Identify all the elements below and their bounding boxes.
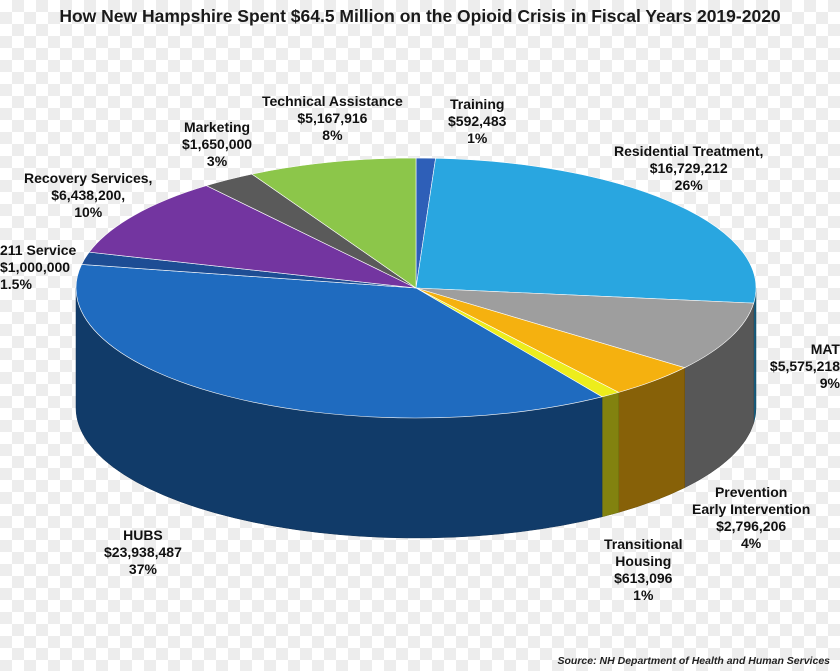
slice-label-amount: $1,650,000 [182, 136, 253, 152]
slice-label-percent: 8% [322, 127, 343, 143]
slice-label-name: Recovery Services, [24, 170, 153, 186]
slice-label-3: Prevention Early Intervention $2,796,206 4% [692, 484, 810, 552]
slice-label-percent: 9% [819, 375, 840, 391]
slice-label-name: Transitional [604, 536, 683, 552]
pie-slice-9 [251, 157, 417, 289]
slice-label-name: HUBS [123, 527, 163, 543]
slice-label-name: 211 Service [0, 242, 77, 258]
slice-label-4: Transitional Housing $613,096 1% [604, 536, 683, 604]
slice-label-name: Technical Assistance [262, 93, 403, 109]
pie-sides [75, 287, 757, 539]
slice-label-percent: 37% [128, 561, 157, 577]
slice-label-name: Prevention [714, 484, 788, 500]
slice-label-percent: 1% [633, 587, 654, 603]
slice-label-amount: $6,438,200, [51, 187, 126, 203]
slice-label-amount: $23,938,487 [104, 544, 182, 560]
slice-label-amount: $592,483 [448, 113, 507, 129]
slice-label-name: MAT [810, 341, 840, 357]
slice-label-name: Housing [615, 553, 672, 569]
slice-label-2: MAT $5,575,218 9% [756, 341, 840, 392]
slice-label-amount: $2,796,206 [716, 518, 787, 534]
slice-label-name: Training [449, 96, 505, 112]
slice-label-name: Marketing [183, 119, 251, 135]
slice-side-4 [601, 392, 619, 518]
slice-label-amount: $1,000,000 [0, 259, 71, 275]
slice-label-percent: 4% [741, 535, 762, 551]
pie-tops [75, 157, 757, 419]
slice-label-1: Residential Treatment, $16,729,212 26% [614, 143, 763, 194]
slice-label-amount: $5,575,218 [769, 358, 840, 374]
slice-label-6: 211 Service $1,000,000 1.5% [0, 242, 76, 293]
chart-title: How New Hampshire Spent $64.5 Million on… [59, 6, 781, 26]
slice-label-name: Residential Treatment, [614, 143, 764, 159]
slice-label-7: Recovery Services, $6,438,200, 10% [24, 170, 152, 221]
slice-label-amount: $5,167,916 [297, 110, 368, 126]
slice-label-amount: $16,729,212 [649, 160, 728, 176]
slice-label-9: Technical Assistance $5,167,916 8% [262, 93, 403, 144]
slice-label-percent: 1.5% [0, 276, 32, 292]
pie-slice-2 [415, 287, 755, 368]
pie-slice-5 [75, 264, 603, 419]
slice-label-5: HUBS $23,938,487 37% [104, 527, 182, 578]
slice-label-percent: 3% [206, 153, 228, 169]
slice-label-amount: $613,096 [614, 570, 673, 586]
pie-slice-7 [88, 185, 417, 289]
slice-label-percent: 1% [467, 130, 488, 146]
pie-slice-1 [415, 157, 757, 304]
slice-label-percent: 26% [674, 177, 703, 193]
slice-label-percent: 10% [74, 204, 103, 220]
slice-label-0: Training $592,483 1% [448, 96, 506, 147]
source-note: Source: NH Department of Health and Huma… [557, 655, 830, 667]
slice-label-8: Marketing $1,650,000 3% [182, 119, 252, 170]
slice-label-name: Early Intervention [692, 501, 811, 517]
